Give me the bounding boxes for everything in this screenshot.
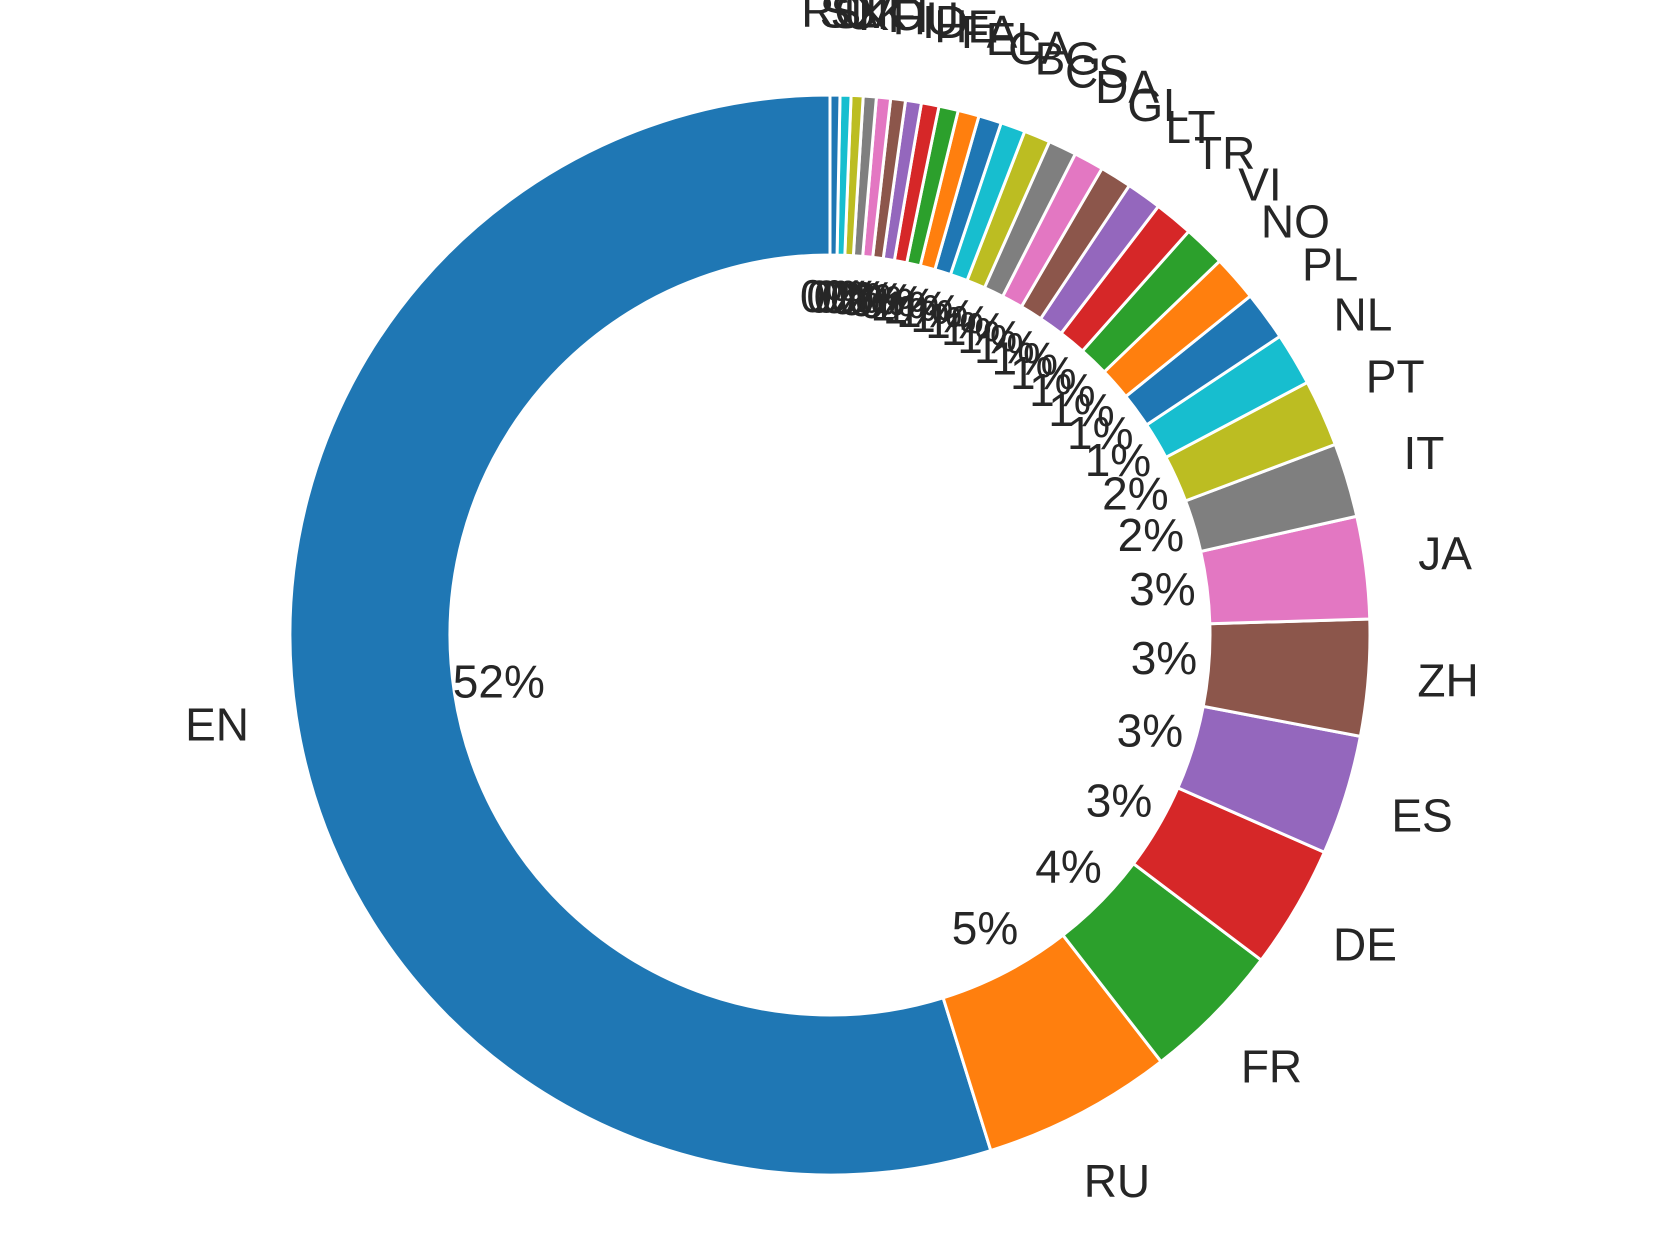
slice-label-he: HE [934, 0, 998, 52]
slice-label-sl: SL [820, 0, 876, 37]
slice-percent-sv: 0% [814, 271, 880, 323]
slice-percent-ru: 5% [952, 902, 1018, 954]
slice-label-de: DE [1333, 919, 1397, 971]
slice-label-zh: ZH [1417, 654, 1478, 706]
slice-label-pl: PL [1302, 239, 1358, 291]
slice-percent-es: 3% [1117, 705, 1183, 757]
slice-label-ko: KO [858, 0, 924, 40]
slice-label-sv: SV [831, 0, 893, 38]
slice-label-en: EN [185, 699, 249, 751]
slice-label-hu: HU [893, 0, 959, 45]
slice-label-id: ID [922, 0, 968, 48]
slice-en [288, 93, 993, 1177]
slice-label-es: ES [1391, 789, 1452, 841]
slice-percent-fr: 4% [1035, 840, 1101, 892]
slice-percent-it: 2% [1118, 509, 1184, 561]
slice-label-no: NO [1261, 196, 1330, 248]
slice-label-uk: UK [844, 0, 908, 39]
slice-percent-vi: 1% [1029, 364, 1095, 416]
slice-label-gl: GL [1127, 79, 1188, 131]
slice-percent-da: 1% [957, 311, 1023, 363]
slice-percent-pl: 1% [1067, 407, 1133, 459]
slice-percent-el: 1% [896, 285, 962, 337]
slices-group [288, 93, 1372, 1177]
slice-percent-fi: 0% [839, 273, 905, 325]
slice-label-ja: JA [1418, 527, 1472, 579]
slice-label-fa: FA [961, 6, 1018, 58]
slice-label-pt: PT [1366, 350, 1425, 402]
slice-percent-lt: 1% [992, 333, 1058, 385]
slice-percent-he: 1% [870, 278, 936, 330]
slice-percent-gl: 1% [974, 321, 1040, 373]
slice-percent-id: 0% [859, 276, 925, 328]
slice-percent-hu: 0% [849, 274, 915, 326]
slice-percent-ja: 3% [1129, 563, 1195, 615]
slice-percent-ko: 0% [830, 272, 896, 324]
slice-label-it: IT [1403, 427, 1444, 479]
slice-label-nl: NL [1334, 288, 1393, 340]
slice-percent-ro: 0% [800, 270, 866, 322]
slice-percent-no: 1% [1048, 384, 1114, 436]
slice-label-cs: CS [1065, 46, 1129, 98]
slice-label-ca: CA [1008, 22, 1072, 74]
slice-percent-sl: 0% [806, 270, 872, 322]
labels-group: EN 52% RU 5% FR 4% DE 3% ES 3% ZH 3% JA 3% IT 2% PT 2% NL 1… [185, 0, 1479, 1207]
slice-label-fi: FI [888, 0, 929, 42]
slice-label-bg: BG [1035, 33, 1101, 85]
slice-percent-uk: 0% [821, 271, 887, 323]
slice-percent-pt: 2% [1102, 467, 1168, 519]
slice-label-tr: TR [1194, 127, 1255, 179]
slice-ro [828, 93, 842, 257]
slice-percent-tr: 1% [1010, 347, 1076, 399]
slice-percent-cs: 1% [941, 303, 1007, 355]
slice-label-ru: RU [1084, 1155, 1150, 1207]
slice-label-el: EL [986, 13, 1042, 65]
slice-percent-bg: 1% [925, 296, 991, 348]
slice-percent-zh: 3% [1131, 632, 1197, 684]
slice-percent-fa: 1% [883, 281, 949, 333]
slice-label-lt: LT [1165, 101, 1215, 153]
slice-label-vi: VI [1238, 158, 1281, 210]
slice-label-da: DA [1095, 61, 1159, 113]
slice-percent-nl: 1% [1085, 434, 1151, 486]
slice-percent-de: 3% [1086, 775, 1152, 827]
slice-percent-ca: 1% [910, 290, 976, 342]
slice-percent-en: 52% [453, 656, 545, 708]
slice-label-fr: FR [1241, 1040, 1302, 1092]
slice-label-ro: RO [801, 0, 870, 37]
